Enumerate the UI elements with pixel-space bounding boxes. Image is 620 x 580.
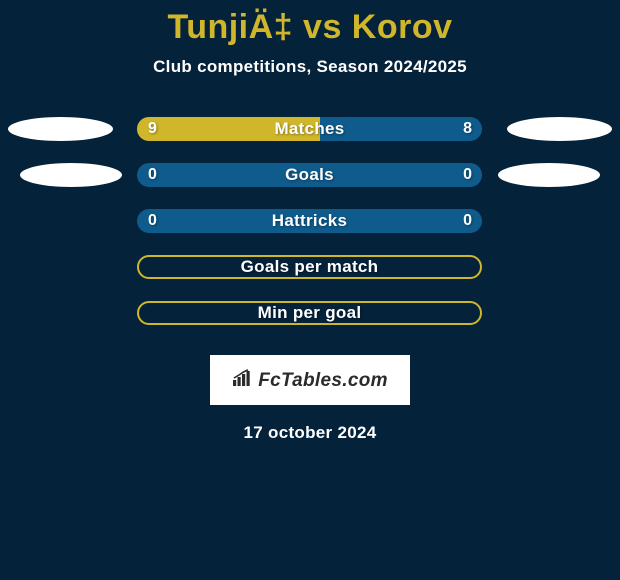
stat-label: Hattricks bbox=[272, 211, 347, 231]
page-subtitle: Club competitions, Season 2024/2025 bbox=[0, 57, 620, 77]
chart-icon bbox=[232, 369, 254, 393]
stat-value-right: 8 bbox=[463, 117, 472, 141]
stat-row: Goals 0 0 bbox=[0, 163, 620, 209]
stat-bar: Hattricks bbox=[137, 209, 482, 233]
stat-bar: Min per goal bbox=[137, 301, 482, 325]
watermark: FcTables.com bbox=[232, 369, 388, 393]
stat-bar: Goals per match bbox=[137, 255, 482, 279]
stat-label: Goals bbox=[285, 165, 334, 185]
stat-value-left: 0 bbox=[148, 163, 157, 187]
watermark-box: FcTables.com bbox=[210, 355, 410, 405]
stat-label: Goals per match bbox=[241, 257, 379, 277]
indicator-ellipse-left bbox=[20, 163, 122, 187]
stat-bar: Matches bbox=[137, 117, 482, 141]
stat-label: Matches bbox=[274, 119, 344, 139]
page-title: TunjiÄ‡ vs Korov bbox=[0, 0, 620, 47]
stat-value-left: 0 bbox=[148, 209, 157, 233]
stat-row: Hattricks 0 0 bbox=[0, 209, 620, 255]
stat-bar: Goals bbox=[137, 163, 482, 187]
date-text: 17 october 2024 bbox=[0, 423, 620, 443]
stat-label: Min per goal bbox=[258, 303, 362, 323]
indicator-ellipse-right bbox=[498, 163, 600, 187]
indicator-ellipse-right bbox=[507, 117, 612, 141]
stat-value-left: 9 bbox=[148, 117, 157, 141]
stat-row: Goals per match bbox=[0, 255, 620, 301]
stat-value-right: 0 bbox=[463, 209, 472, 233]
stat-row: Matches 9 8 bbox=[0, 117, 620, 163]
stat-row: Min per goal bbox=[0, 301, 620, 347]
stat-value-right: 0 bbox=[463, 163, 472, 187]
indicator-ellipse-left bbox=[8, 117, 113, 141]
bars-area: Matches 9 8 Goals 0 0 Hattricks 0 0 Goals per mat… bbox=[0, 117, 620, 347]
watermark-text: FcTables.com bbox=[258, 370, 388, 392]
stats-comparison-card: TunjiÄ‡ vs Korov Club competitions, Seas… bbox=[0, 0, 620, 580]
